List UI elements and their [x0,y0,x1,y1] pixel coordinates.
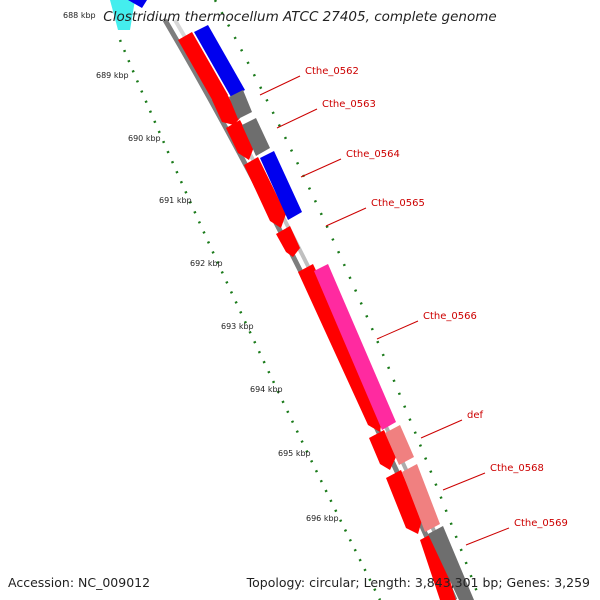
page-title: Clostridium thermocellum ATCC 27405, com… [103,9,497,25]
gene-arrow [369,430,396,470]
gene-label: Cthe_0562 [305,66,359,77]
kbp-tick-label: 696 kbp [306,514,339,523]
gene-arrow [178,32,228,103]
cog-bar-grey [229,90,252,119]
gene-label: Cthe_0564 [346,149,400,160]
gene-arrow [276,226,300,257]
kbp-tick-label: 695 kbp [278,449,311,458]
gene-label: Cthe_0566 [423,311,477,322]
kbp-tick-label: 692 kbp [190,259,223,268]
gene-arrow [298,264,383,432]
cog-bar-blue [194,25,245,97]
cog-bar-blue [260,151,302,220]
kbp-tick-label: 691 kbp [159,196,192,205]
gene-arrow [212,92,240,125]
cog-bar-salmon [385,425,414,465]
kbp-tick-labels: 688 kbp 689 kbp 690 kbp 691 kbp 692 kbp 693 k… [63,11,339,523]
gene-label: Cthe_0565 [371,198,425,209]
cog-bar-grey [242,118,270,156]
gene-leader-line [276,108,318,129]
gene-arrow [420,532,456,600]
cog-bar-grey [428,526,474,600]
kbp-tick-label: 690 kbp [128,134,161,143]
gene-callouts: Cthe_0562 Cthe_0563 Cthe_0564 Cthe_0565 Cthe… [259,66,568,546]
gene-leader-line [300,158,342,178]
kbp-tick-label: 689 kbp [96,71,129,80]
cog-bar-magenta [314,264,396,430]
blue-feature-top [128,0,147,8]
cog-strand-genes [194,25,474,600]
gene-label: Cthe_0569 [514,518,568,529]
kbp-tick-label: 693 kbp [221,322,254,331]
kbp-tick-label: 688 kbp [63,11,96,20]
gene-label: Cthe_0563 [322,99,376,110]
gc-track [213,0,482,600]
gene-leader-line [442,472,486,491]
genome-summary: Topology: circular; Length: 3,843,301 bp… [246,575,590,590]
gene-arrow [244,157,286,228]
gene-leader-line [465,527,510,546]
accession-label: Accession: NC_009012 [8,575,151,590]
gene-leader-line [420,419,463,439]
kbp-tick-label: 694 kbp [250,385,283,394]
gene-leader-line [325,207,367,227]
gene-label: Cthe_0568 [490,463,544,474]
gene-arrow [386,470,422,534]
gene-leader-line [259,75,301,96]
gene-label: def [467,410,484,421]
gene-arrow [226,120,254,160]
cog-bar-salmon [402,464,440,532]
cyan-feature [110,0,135,30]
inner-strand-genes [178,32,456,600]
gene-leader-line [376,320,419,340]
